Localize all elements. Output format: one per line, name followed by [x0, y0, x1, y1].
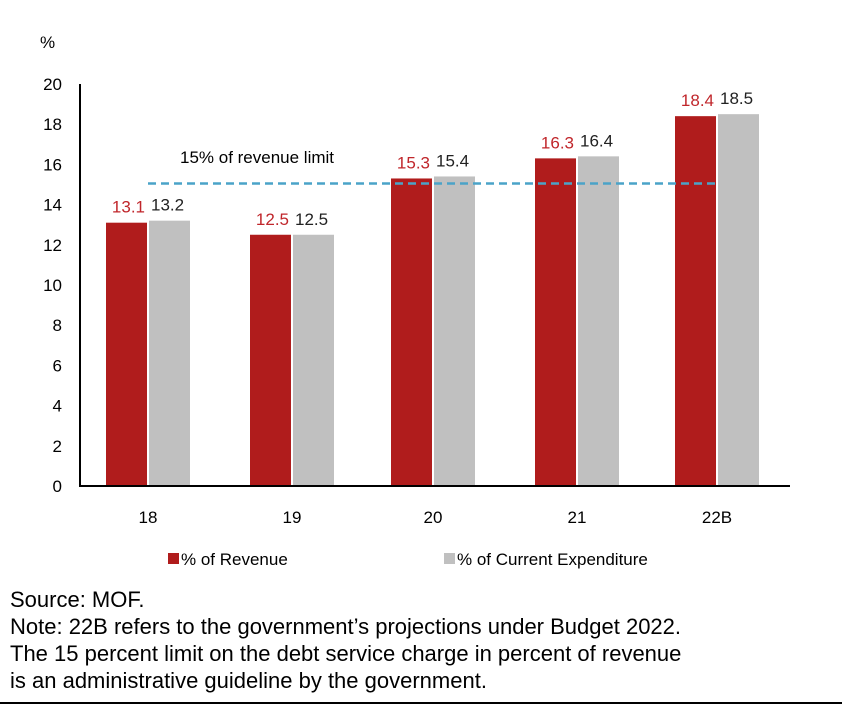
legend-label-revenue: % of Revenue	[181, 550, 288, 569]
bar-revenue	[106, 222, 147, 486]
y-tick-label: 20	[43, 75, 62, 94]
data-label-expenditure: 18.5	[720, 89, 753, 108]
legend-label-expenditure: % of Current Expenditure	[457, 550, 648, 569]
y-tick-label: 8	[53, 316, 62, 335]
note-line-2: The 15 percent limit on the debt service…	[10, 641, 682, 666]
bar-revenue	[250, 234, 291, 486]
legend-swatch-expenditure	[444, 553, 455, 564]
data-label-revenue: 15.3	[397, 153, 430, 172]
y-tick-label: 0	[53, 477, 62, 496]
x-tick-label: 20	[424, 508, 443, 527]
legend-swatch-revenue	[168, 553, 179, 564]
source-text: Source: MOF.	[10, 587, 145, 612]
data-label-expenditure: 13.2	[151, 196, 184, 215]
chart-notes: Source: MOF. Note: 22B refers to the gov…	[10, 586, 830, 694]
y-axis-unit-label: %	[40, 33, 55, 52]
note-line-3: is an administrative guideline by the go…	[10, 668, 487, 693]
data-label-revenue: 18.4	[681, 91, 714, 110]
bar-expenditure	[293, 234, 334, 486]
x-tick-label: 19	[283, 508, 302, 527]
data-label-revenue: 13.1	[112, 198, 145, 217]
data-label-expenditure: 16.4	[580, 131, 613, 150]
note-line-1: Note: 22B refers to the government’s pro…	[10, 614, 682, 639]
bar-expenditure	[149, 220, 190, 486]
bottom-rule	[0, 702, 842, 704]
bar-expenditure	[434, 176, 475, 486]
data-label-revenue: 12.5	[256, 210, 289, 229]
y-tick-label: 14	[43, 196, 62, 215]
data-label-revenue: 16.3	[541, 133, 574, 152]
y-tick-label: 16	[43, 155, 62, 174]
x-tick-label: 18	[139, 508, 158, 527]
data-label-expenditure: 15.4	[436, 151, 469, 170]
y-tick-label: 6	[53, 356, 62, 375]
bar-revenue	[391, 178, 432, 486]
y-tick-label: 10	[43, 276, 62, 295]
data-label-expenditure: 12.5	[295, 210, 328, 229]
y-tick-label: 18	[43, 115, 62, 134]
reference-line-label: 15% of revenue limit	[180, 148, 334, 167]
bar-revenue	[675, 116, 716, 486]
y-tick-label: 2	[53, 437, 62, 456]
bar-expenditure	[718, 114, 759, 487]
debt-service-chart: % 0 2 4 6 8 10 12 14 16 18 20 13.1 13.2 18 12.5 12.5 19 15…	[40, 33, 790, 569]
x-tick-label: 21	[568, 508, 587, 527]
bar-revenue	[535, 158, 576, 486]
y-tick-label: 4	[53, 397, 62, 416]
bar-expenditure	[578, 156, 619, 487]
x-tick-label: 22B	[702, 508, 732, 527]
y-tick-label: 12	[43, 236, 62, 255]
